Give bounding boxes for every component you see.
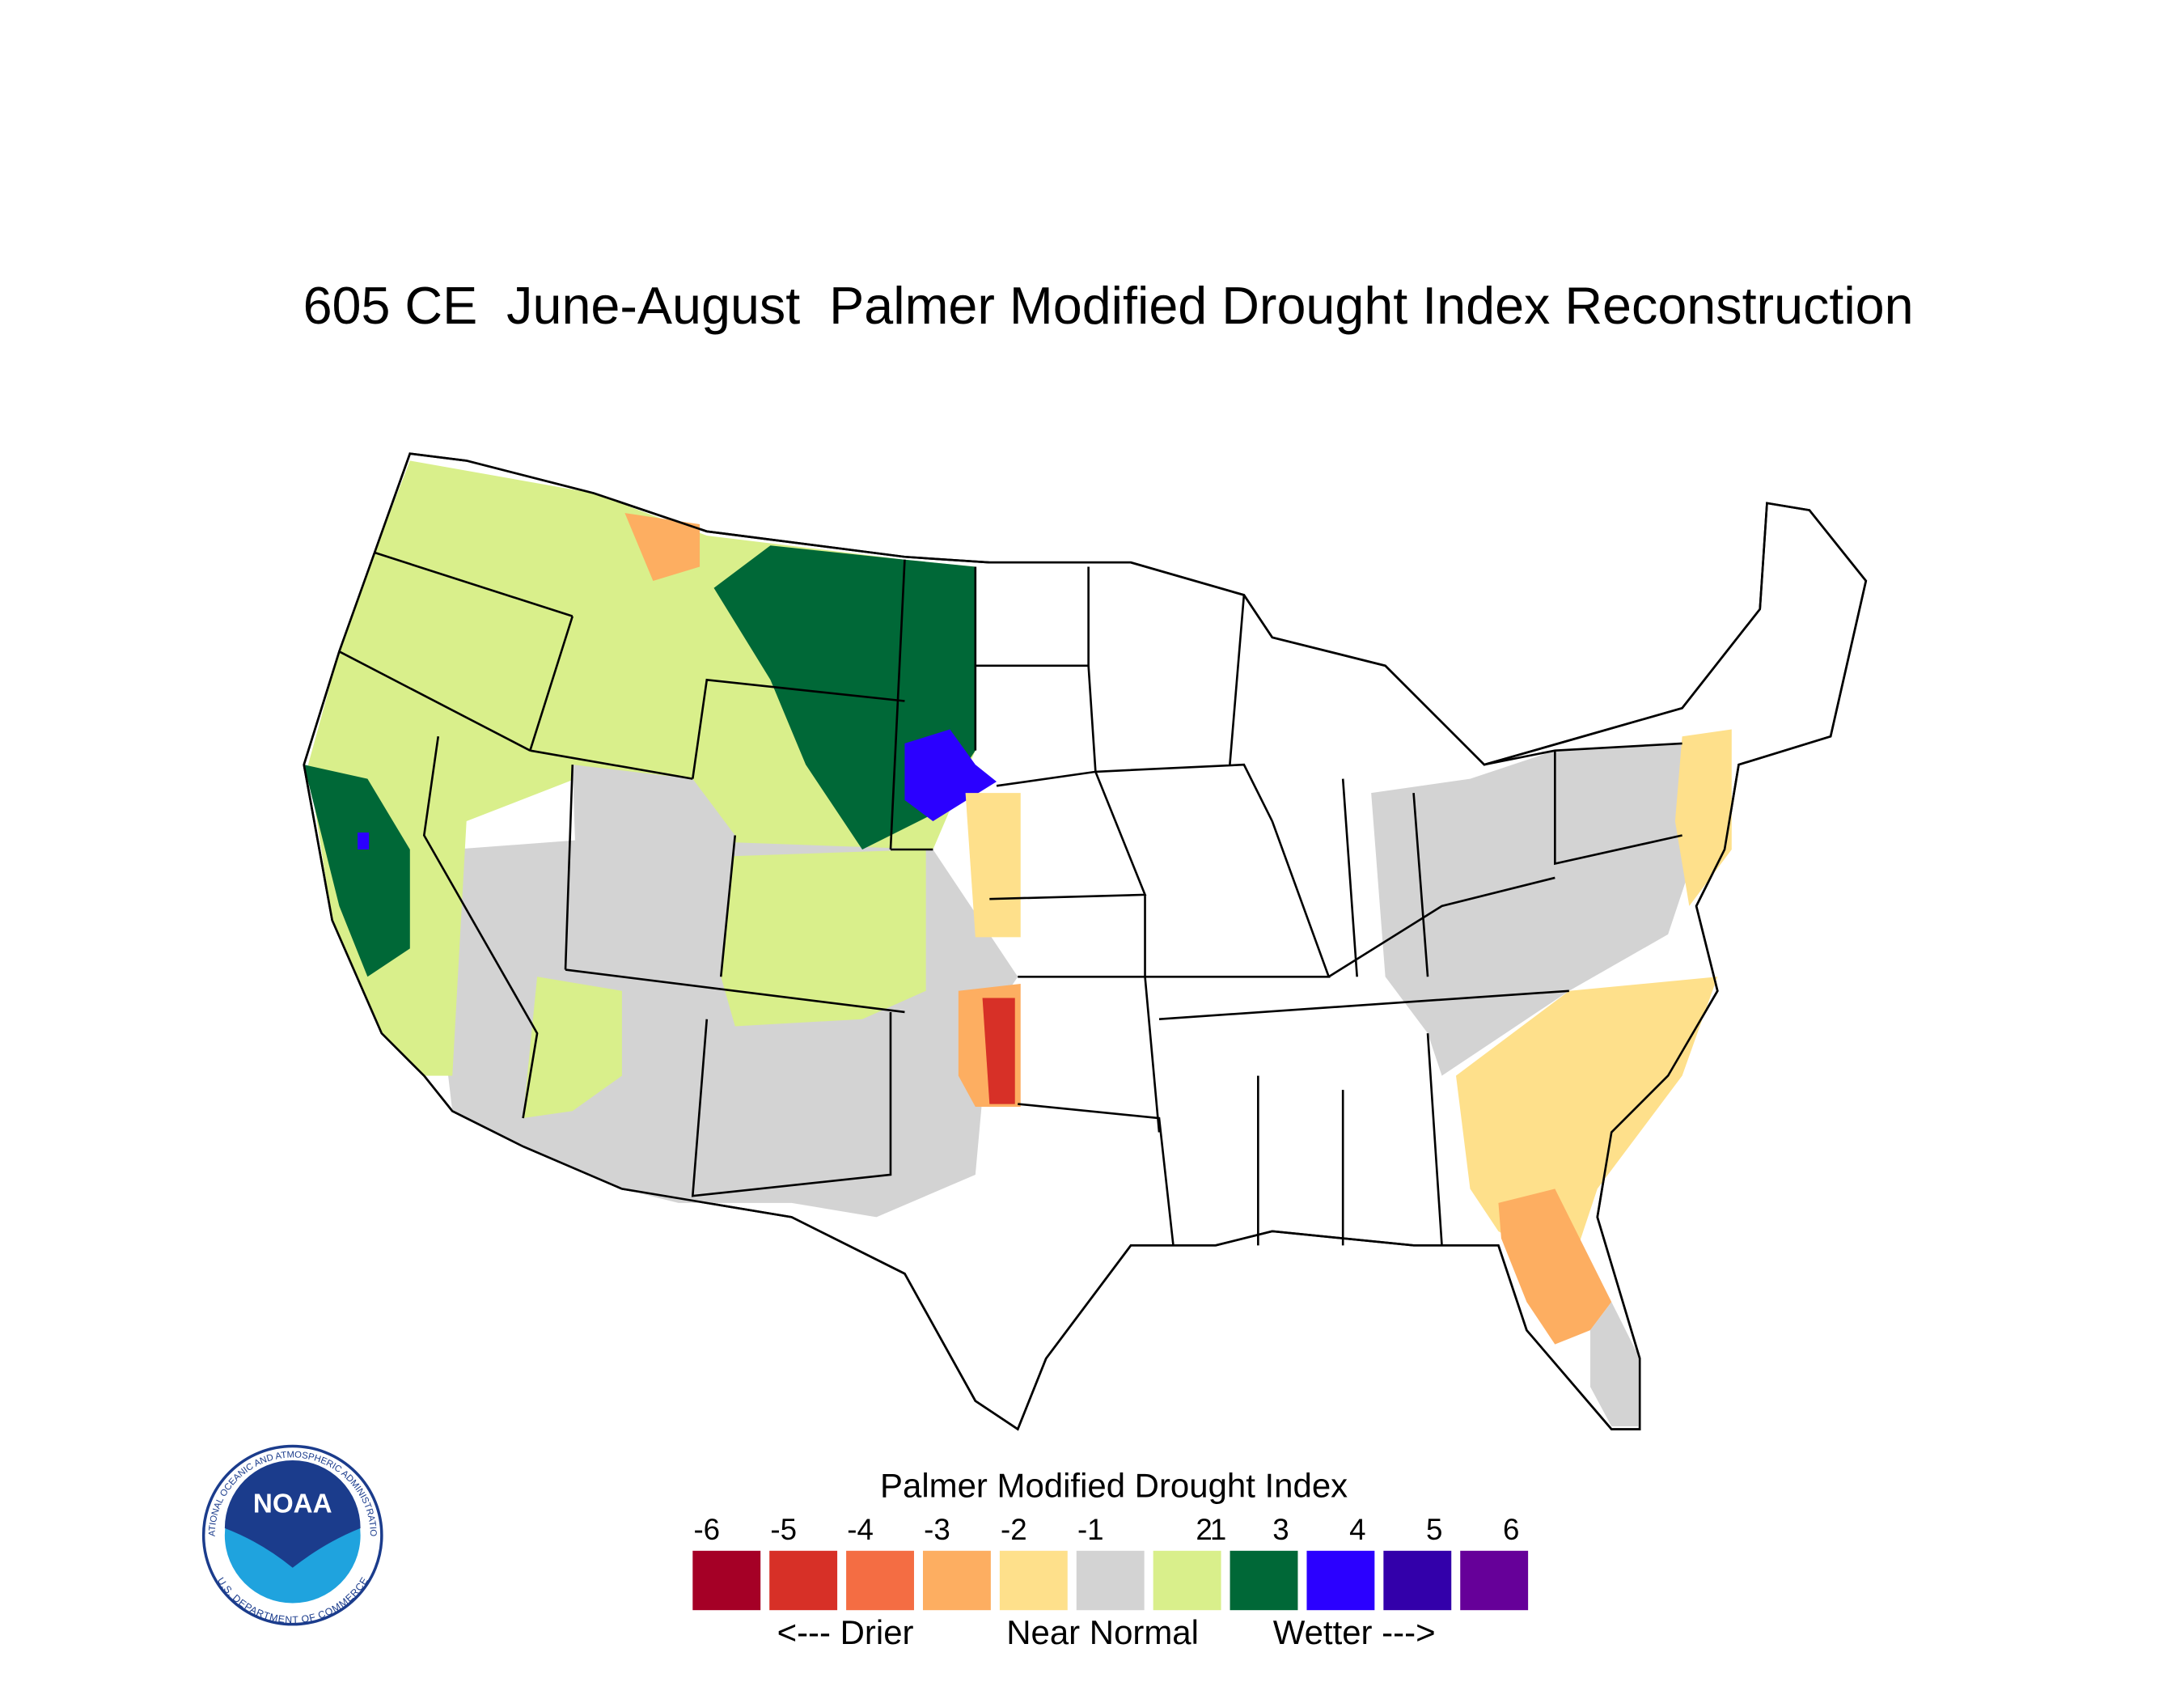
normal-utah (572, 765, 735, 977)
legend-swatch (1460, 1550, 1529, 1611)
legend-annotation: Near Normal (1006, 1613, 1199, 1651)
legend-tick-label: -4 (847, 1513, 874, 1546)
legend-tick-label: -5 (770, 1513, 797, 1546)
legend-swatch (999, 1550, 1068, 1611)
extreme-dry-oklahoma (982, 998, 1015, 1104)
legend-annotation: <--- Drier (777, 1613, 914, 1651)
state-lines (338, 551, 1682, 1246)
logo-text: NOAA (253, 1489, 332, 1519)
very-wet-california (303, 765, 410, 977)
near-normal-east (1371, 743, 1697, 1076)
legend-swatch (1383, 1550, 1452, 1611)
legend-tick-label: -6 (693, 1513, 720, 1546)
dry-montana (624, 513, 700, 581)
legend-tick-label: -1 (1077, 1513, 1104, 1546)
legend-swatch (922, 1550, 991, 1611)
legend-tick-label: 2 (1196, 1513, 1212, 1546)
legend-swatch (769, 1550, 838, 1611)
dry-kansas (965, 793, 1021, 938)
legend-swatch (1153, 1550, 1221, 1611)
map (303, 452, 1868, 1431)
wet-arizona (523, 977, 622, 1119)
legend-tick-label: 6 (1503, 1513, 1519, 1546)
wet-colorado (721, 850, 926, 1027)
legend: Palmer Modified Drought Index -6 -5 -4 -3 -2… (692, 1466, 1529, 1651)
legend-tick-label: 4 (1349, 1513, 1365, 1546)
legend-tick-label: -2 (1001, 1513, 1027, 1546)
severe-dry-florida (1498, 1188, 1612, 1345)
legend-swatch (692, 1550, 761, 1611)
us-outline-stroke (303, 452, 1868, 1431)
legend-title: Palmer Modified Drought Index (880, 1466, 1348, 1504)
legend-tick-label: 3 (1272, 1513, 1289, 1546)
logo-bird (224, 1460, 361, 1568)
legend-tick-label: 5 (1426, 1513, 1442, 1546)
legend-swatch (1076, 1550, 1145, 1611)
legend-swatch (1306, 1550, 1375, 1611)
legend-tick-label: -3 (924, 1513, 950, 1546)
extreme-wet-patch (904, 729, 997, 822)
map-title: 605 CE June-August Palmer Modified Droug… (303, 276, 1914, 335)
legend-tick-label: 1 (1210, 1513, 1226, 1546)
legend-swatch (846, 1550, 914, 1611)
extreme-wet-patch (358, 833, 370, 850)
normal-florida-tip (1590, 1302, 1640, 1427)
legend-annotation: Wetter ---> (1273, 1613, 1436, 1651)
legend-swatch (1230, 1550, 1298, 1611)
